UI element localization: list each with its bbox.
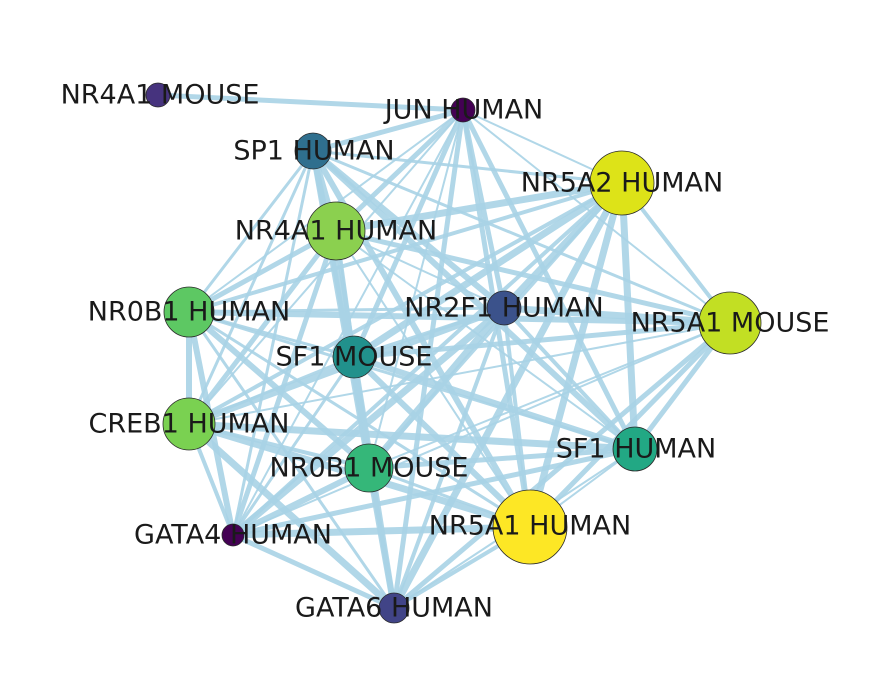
edge-sf1_human-nr0b1_mouse [366, 446, 638, 471]
node-nr4a1-mouse[interactable] [145, 82, 171, 108]
node-jun-human[interactable] [450, 97, 476, 123]
edge-nr2f1_human-nr5a1_mouse [500, 304, 734, 327]
node-label-gata4-human: GATA4 HUMAN [134, 520, 332, 551]
label-layer: NR4A1 MOUSE JUN HUMAN SP1 HUMAN NR5A2 HUMAN… [61, 80, 830, 624]
edge-sp1_human-nr0b1_human [187, 149, 315, 314]
node-nr2f1-human[interactable] [486, 290, 522, 326]
node-label-nr4a1-mouse: NR4A1 MOUSE [61, 80, 260, 111]
node-layer [145, 82, 762, 624]
node-label-sp1-human: SP1 HUMAN [233, 136, 394, 167]
edge-nr5a2_human-creb1_human [187, 181, 624, 426]
edge-nr4a1_human-nr5a1_mouse [333, 228, 733, 326]
edge-jun_human-sp1_human [310, 107, 466, 154]
node-label-nr5a2-human: NR5A2 HUMAN [521, 168, 723, 199]
edge-sf1_mouse-gata4_human [231, 355, 356, 537]
node-nr5a1-mouse[interactable] [698, 291, 762, 355]
edge-sf1_mouse-creb1_human [187, 355, 356, 426]
node-label-nr5a1-mouse: NR5A1 MOUSE [631, 308, 830, 339]
edge-gata4_human-gata6_human [230, 532, 397, 611]
node-sp1-human[interactable] [294, 132, 332, 170]
node-label-nr0b1-mouse: NR0B1 MOUSE [270, 453, 469, 484]
node-creb1-human[interactable] [162, 397, 216, 451]
node-sf1-human[interactable] [612, 426, 658, 472]
edge-sp1_human-nr5a2_human [311, 149, 624, 185]
edge-nr5a1_mouse-gata4_human [232, 322, 731, 536]
node-label-creb1-human: CREB1 HUMAN [89, 409, 290, 440]
node-sf1-mouse[interactable] [332, 335, 376, 379]
edge-nr0b1_human-gata6_human [187, 310, 396, 610]
node-label-nr5a1-human: NR5A1 HUMAN [429, 511, 631, 542]
node-label-nr4a1-human: NR4A1 HUMAN [235, 216, 437, 247]
node-label-jun-human: JUN HUMAN [383, 95, 544, 126]
edge-nr5a1_human-gata4_human [229, 523, 534, 539]
edge-nr2f1_human-gata6_human [392, 306, 506, 610]
edge-nr5a2_human-nr4a1_human [332, 179, 626, 235]
edge-nr0b1_human-nr5a1_human [187, 310, 532, 529]
edge-jun_human-nr5a1_mouse [462, 109, 731, 324]
edge-nr0b1_mouse-gata4_human [230, 465, 372, 538]
edge-creb1_human-gata6_human [185, 420, 398, 612]
node-nr4a1-human[interactable] [306, 201, 366, 261]
edge-nr4a1_human-nr2f1_human [335, 230, 505, 309]
node-nr5a1-human[interactable] [492, 489, 568, 565]
edge-sf1_mouse-sf1_human [351, 354, 638, 452]
node-label-sf1-human: SF1 HUMAN [556, 434, 716, 465]
edge-nr5a1_mouse-nr5a1_human [527, 320, 733, 530]
node-gata6-human[interactable] [378, 592, 410, 624]
edge-nr2f1_human-nr0b1_mouse [365, 304, 508, 472]
node-label-nr0b1-human: NR0B1 HUMAN [88, 297, 290, 328]
edge-sf1_mouse-nr5a1_human [351, 354, 533, 530]
node-label-nr2f1-human: NR2F1 HUMAN [404, 293, 603, 324]
edge-sp1_human-sf1_human [310, 148, 638, 452]
edge-nr5a1_mouse-creb1_human [188, 322, 731, 425]
node-gata4-human[interactable] [221, 523, 245, 547]
node-nr0b1-mouse[interactable] [344, 443, 394, 493]
node-label-sf1-mouse: SF1 MOUSE [276, 342, 433, 373]
edge-nr4a1_human-sf1_human [335, 230, 636, 450]
edge-nr2f1_human-sf1_human [502, 306, 637, 451]
node-nr5a2-human[interactable] [589, 150, 655, 216]
edge-nr4a1_human-gata4_human [230, 228, 339, 538]
edge-nr5a1_mouse-nr0b1_mouse [368, 322, 731, 469]
edge-sp1_human-creb1_human [187, 149, 315, 426]
edge-layer [155, 92, 734, 612]
edge-nr5a2_human-gata6_human [390, 179, 626, 612]
edge-nr4a1_mouse-jun_human [155, 92, 466, 113]
edge-nr0b1_human-nr5a1_mouse [186, 309, 733, 326]
edge-creb1_human-sf1_human [185, 420, 639, 453]
edge-nr4a1_human-creb1_human [186, 228, 339, 427]
edge-nr5a1_mouse-sf1_mouse [351, 320, 733, 360]
node-label-gata6-human: GATA6 HUMAN [295, 593, 493, 624]
node-nr0b1-human[interactable] [163, 286, 215, 338]
